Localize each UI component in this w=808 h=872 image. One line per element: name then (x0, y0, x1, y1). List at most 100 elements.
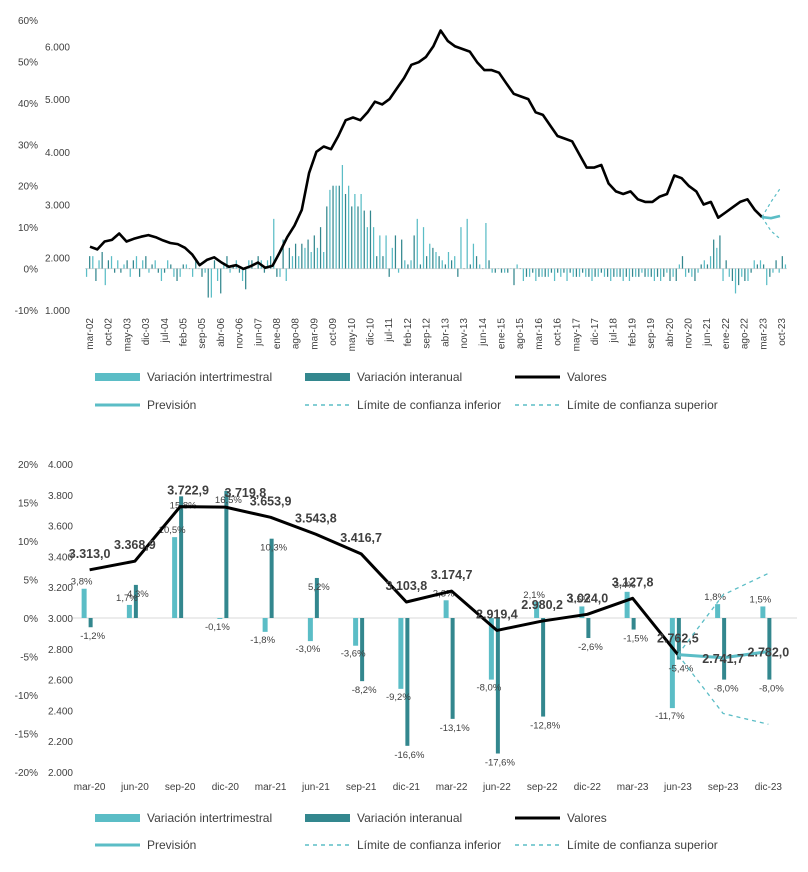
data-label-intertrimestral: 1,5% (750, 594, 772, 605)
left-tick: -10% (15, 306, 38, 317)
legend-label-limite_superior: Límite de confianza superior (567, 838, 718, 852)
bar (447, 252, 450, 269)
bar (185, 264, 188, 269)
right-tick: 5.000 (45, 95, 70, 106)
bar-interanual (314, 577, 319, 618)
bar-interanual (450, 618, 455, 719)
bar (410, 260, 412, 269)
right-tick: 4.000 (48, 460, 73, 471)
right-tick: 3.600 (48, 522, 73, 533)
legend-label-prevision: Previsión (147, 398, 196, 412)
bar (213, 260, 216, 269)
bar (376, 256, 378, 269)
left-tick: 5% (24, 576, 39, 587)
bar (588, 268, 590, 277)
bar (170, 264, 172, 269)
legend-swatch-interanual (305, 373, 350, 381)
left-tick: 40% (18, 99, 38, 110)
x-tick: ago-15 (515, 318, 526, 350)
bar (700, 264, 702, 269)
bar (488, 260, 490, 269)
bar-interanual (676, 618, 681, 660)
x-tick: mar-09 (309, 318, 320, 350)
x-tick: dic-10 (366, 318, 377, 346)
bar (304, 247, 306, 269)
x-tick: ago-08 (291, 318, 302, 350)
x-tick: dic-17 (590, 318, 601, 346)
right-tick: 4.000 (45, 148, 70, 159)
bar (388, 268, 390, 277)
bar (781, 256, 783, 269)
bar (298, 256, 300, 269)
bar-intertrimestral (534, 601, 540, 618)
bar-intertrimestral (262, 618, 268, 632)
bar (516, 264, 518, 269)
bar (594, 268, 596, 277)
bar (741, 268, 743, 277)
left-tick: 10% (18, 537, 38, 548)
bar (394, 235, 397, 269)
bar (120, 268, 122, 273)
bar (663, 268, 665, 277)
legend-item-interanual: Variación interanual (305, 811, 462, 825)
bar (282, 239, 284, 269)
data-label-valores: 3.719,8 (225, 486, 267, 500)
x-tick: mar-02 (85, 318, 96, 350)
x-tick: oct-02 (104, 318, 115, 346)
right-tick: 2.800 (48, 645, 73, 656)
legend-item-prevision: Previsión (95, 398, 196, 412)
bar (382, 256, 384, 269)
right-tick: 3.000 (48, 614, 73, 625)
bar (541, 268, 543, 277)
x-tick: ene-15 (496, 318, 507, 350)
bar (572, 268, 574, 277)
x-tick: jul-18 (609, 318, 620, 344)
data-label-intertrimestral: -1,8% (250, 635, 275, 646)
bar (426, 256, 428, 269)
left-tick: 0% (24, 614, 39, 625)
bar (494, 268, 496, 273)
data-label-interanual: 5,2% (308, 582, 330, 593)
bar (466, 218, 468, 269)
data-label-interanual: -8,2% (352, 685, 377, 696)
bar (750, 268, 752, 273)
bar (678, 264, 680, 269)
bar (460, 227, 462, 269)
bar (273, 218, 275, 269)
legend-label-interanual: Variación interanual (357, 370, 462, 384)
bar (413, 235, 415, 269)
x-tick: jun-07 (253, 318, 264, 347)
data-label-intertrimestral: -0,1% (205, 622, 230, 633)
bar (438, 256, 440, 269)
bar (641, 268, 643, 273)
bar (416, 218, 418, 269)
bar (369, 210, 372, 269)
bar-intertrimestral (307, 618, 313, 642)
series-limite-inferior (761, 216, 781, 240)
data-label-interanual: -2,6% (578, 642, 603, 653)
bar (291, 256, 294, 269)
bar (722, 268, 724, 281)
left-tick: 20% (18, 460, 38, 471)
x-tick: sep-12 (422, 318, 433, 349)
bar (198, 268, 200, 270)
bar (706, 264, 709, 269)
bar (245, 268, 247, 290)
x-tick: jul-04 (160, 318, 171, 344)
legend-item-intertrimestral: Variación intertrimestral (95, 370, 272, 384)
bar (675, 268, 677, 281)
bar (391, 247, 393, 269)
right-tick: 3.400 (48, 552, 73, 563)
legend-label-limite_inferior: Límite de confianza inferior (357, 398, 501, 412)
bar (379, 235, 381, 269)
bar (557, 268, 559, 273)
bar (731, 268, 734, 281)
data-label-interanual: -13,1% (440, 723, 471, 734)
bar-intertrimestral (217, 618, 223, 619)
x-tick: dic-23 (755, 782, 783, 793)
series-intertrimestral (85, 165, 787, 298)
data-label-interanual: 10,3% (260, 543, 287, 554)
bar (270, 256, 272, 269)
bar (744, 268, 746, 281)
data-label-intertrimestral: 3,8% (71, 577, 93, 588)
